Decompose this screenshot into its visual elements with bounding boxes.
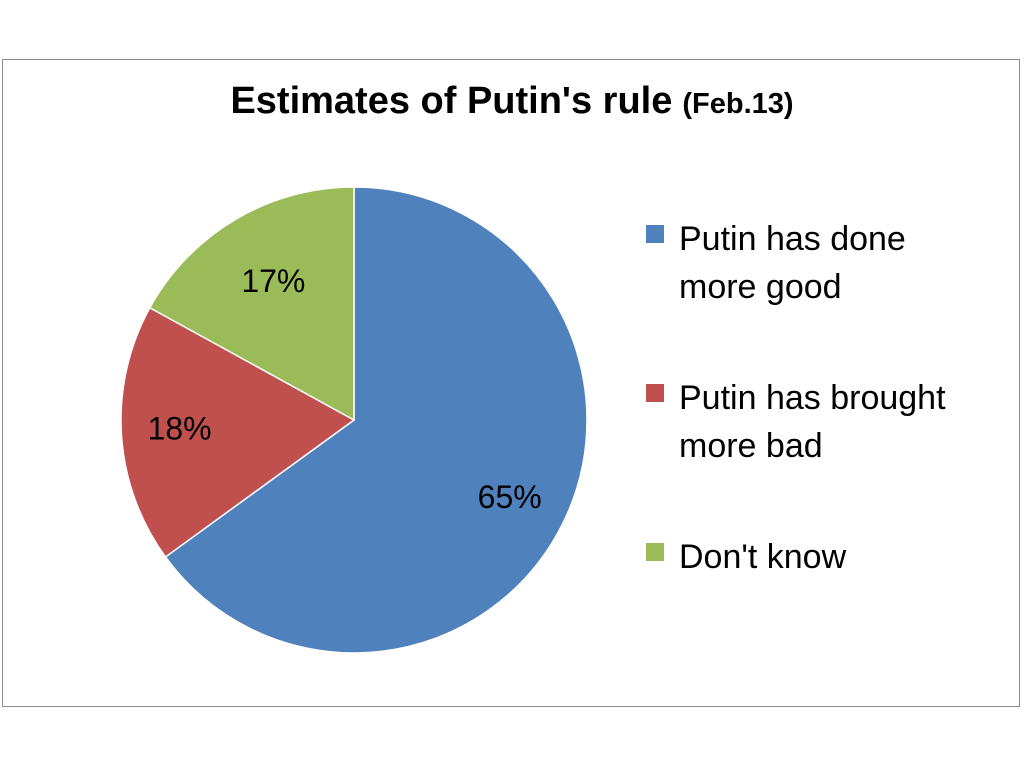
legend-swatch-blue: [646, 225, 664, 243]
pie-data-label-0: 65%: [478, 479, 542, 515]
chart-title: Estimates of Putin's rule (Feb.13): [0, 80, 1024, 123]
legend-label: Don't know: [679, 533, 1019, 581]
pie-data-label-1: 18%: [148, 410, 212, 446]
pie-slice-0: [164, 186, 588, 654]
legend-label-line1: Putin has done: [679, 220, 906, 258]
legend-label-line2: more good: [679, 268, 842, 306]
legend-label-line1: Putin has brought: [679, 379, 946, 417]
pie-slice-1: [120, 306, 356, 559]
chart-subtitle: (Feb.13): [682, 88, 794, 120]
legend-swatch-red: [646, 384, 664, 402]
pie-data-label-2: 17%: [241, 263, 305, 299]
legend-label-line1: Don't know: [679, 538, 847, 576]
chart-title-main: Estimates of Putin's rule: [230, 80, 673, 122]
legend-label-line2: more bad: [679, 427, 823, 465]
legend-swatch-green: [646, 543, 664, 561]
legend-label: Putin has done more good: [679, 215, 1019, 311]
pie-slice-2: [148, 186, 355, 422]
legend-label: Putin has brought more bad: [679, 374, 1019, 470]
